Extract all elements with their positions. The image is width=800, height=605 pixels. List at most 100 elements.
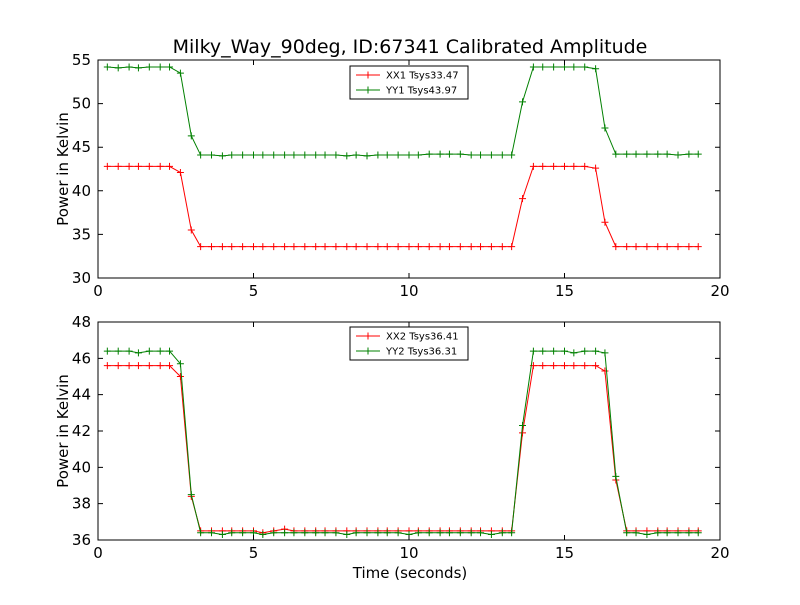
data-point — [125, 362, 133, 370]
data-point — [539, 162, 547, 170]
data-point — [259, 151, 267, 159]
data-point — [134, 362, 142, 370]
series-line — [107, 365, 699, 534]
data-point — [601, 349, 609, 357]
y-axis-label: Power in Kelvin — [54, 112, 72, 226]
data-point — [290, 151, 298, 159]
data-point — [694, 243, 702, 251]
data-point — [394, 243, 402, 251]
series-line — [107, 66, 699, 157]
data-point — [592, 347, 600, 355]
data-point — [239, 529, 247, 537]
data-point — [405, 151, 413, 159]
data-point — [425, 150, 433, 158]
data-point — [436, 529, 444, 537]
data-point — [685, 150, 693, 158]
data-point — [414, 529, 422, 537]
data-point — [343, 243, 351, 251]
data-point — [529, 63, 537, 71]
x-axis-label: Time (seconds) — [352, 564, 468, 582]
y-tick-label: 40 — [72, 182, 91, 200]
data-point — [312, 243, 320, 251]
data-point — [301, 243, 309, 251]
y-tick-label: 36 — [72, 531, 91, 549]
x-tick-label: 20 — [710, 282, 729, 300]
data-point — [498, 529, 506, 537]
data-point — [343, 531, 351, 539]
data-point — [187, 132, 195, 140]
legend: XX1 Tsys33.47 YY1 Tsys43.97 — [349, 65, 469, 100]
data-point — [176, 373, 184, 380]
data-point — [103, 347, 111, 355]
data-point — [467, 243, 475, 251]
top-panel: 0 5 10 15 20 30 35 40 45 50 55 Power in Kelvin XX1 T… — [54, 51, 730, 300]
data-point — [654, 243, 662, 251]
data-point — [312, 529, 320, 537]
data-point — [643, 243, 651, 251]
data-point — [301, 151, 309, 159]
legend-box — [349, 65, 469, 100]
data-point — [425, 529, 433, 537]
data-point — [250, 243, 257, 251]
data-point — [383, 151, 391, 159]
data-point — [674, 151, 682, 159]
data-point — [218, 531, 226, 539]
data-point — [612, 472, 620, 480]
data-point — [425, 243, 433, 251]
data-point — [103, 362, 111, 370]
data-point — [592, 65, 600, 73]
data-point — [498, 243, 506, 251]
y-tick-label: 42 — [72, 422, 91, 440]
data-point — [654, 529, 662, 537]
data-point — [436, 150, 444, 158]
data-point — [456, 243, 464, 251]
data-point — [145, 362, 153, 370]
data-point — [114, 162, 122, 170]
data-point — [539, 63, 547, 71]
data-point — [228, 151, 236, 159]
legend-label: YY1 Tsys43.97 — [385, 86, 457, 97]
data-point — [487, 531, 495, 539]
data-point — [208, 151, 216, 159]
series-2-1 — [103, 362, 702, 537]
chart-title: Milky_Way_90deg, ID:67341 Calibrated Amp… — [173, 36, 648, 58]
legend-marker — [364, 347, 372, 355]
data-point — [176, 360, 184, 368]
data-point — [166, 63, 174, 71]
data-point — [456, 529, 464, 537]
x-tick-label: 0 — [93, 544, 103, 562]
data-point — [561, 347, 568, 355]
data-point — [166, 362, 174, 370]
data-point — [394, 151, 402, 159]
series-1-2 — [103, 63, 702, 160]
data-point — [612, 243, 620, 251]
data-point — [414, 243, 422, 251]
data-point — [281, 243, 289, 251]
series-1-1 — [103, 162, 702, 251]
legend: XX2 Tsys36.41 YY2 Tsys36.31 — [349, 326, 469, 361]
data-point — [321, 529, 329, 537]
data-point — [145, 162, 153, 170]
data-point — [405, 243, 413, 251]
data-point — [156, 63, 164, 71]
data-point — [363, 529, 371, 537]
data-point — [694, 529, 702, 537]
data-point — [290, 529, 298, 537]
data-point — [103, 162, 111, 170]
data-point — [467, 529, 475, 537]
data-point — [456, 150, 464, 158]
data-point — [623, 243, 631, 251]
data-point — [487, 243, 495, 251]
x-tick-label: 10 — [399, 544, 418, 562]
data-point — [643, 531, 651, 539]
data-point — [519, 429, 527, 437]
data-point — [114, 64, 122, 72]
y-tick-label: 35 — [72, 225, 91, 243]
data-point — [581, 63, 589, 71]
data-point — [187, 491, 195, 499]
data-point — [176, 168, 184, 176]
data-point — [550, 63, 558, 71]
data-point — [414, 151, 422, 159]
data-point — [352, 151, 360, 159]
